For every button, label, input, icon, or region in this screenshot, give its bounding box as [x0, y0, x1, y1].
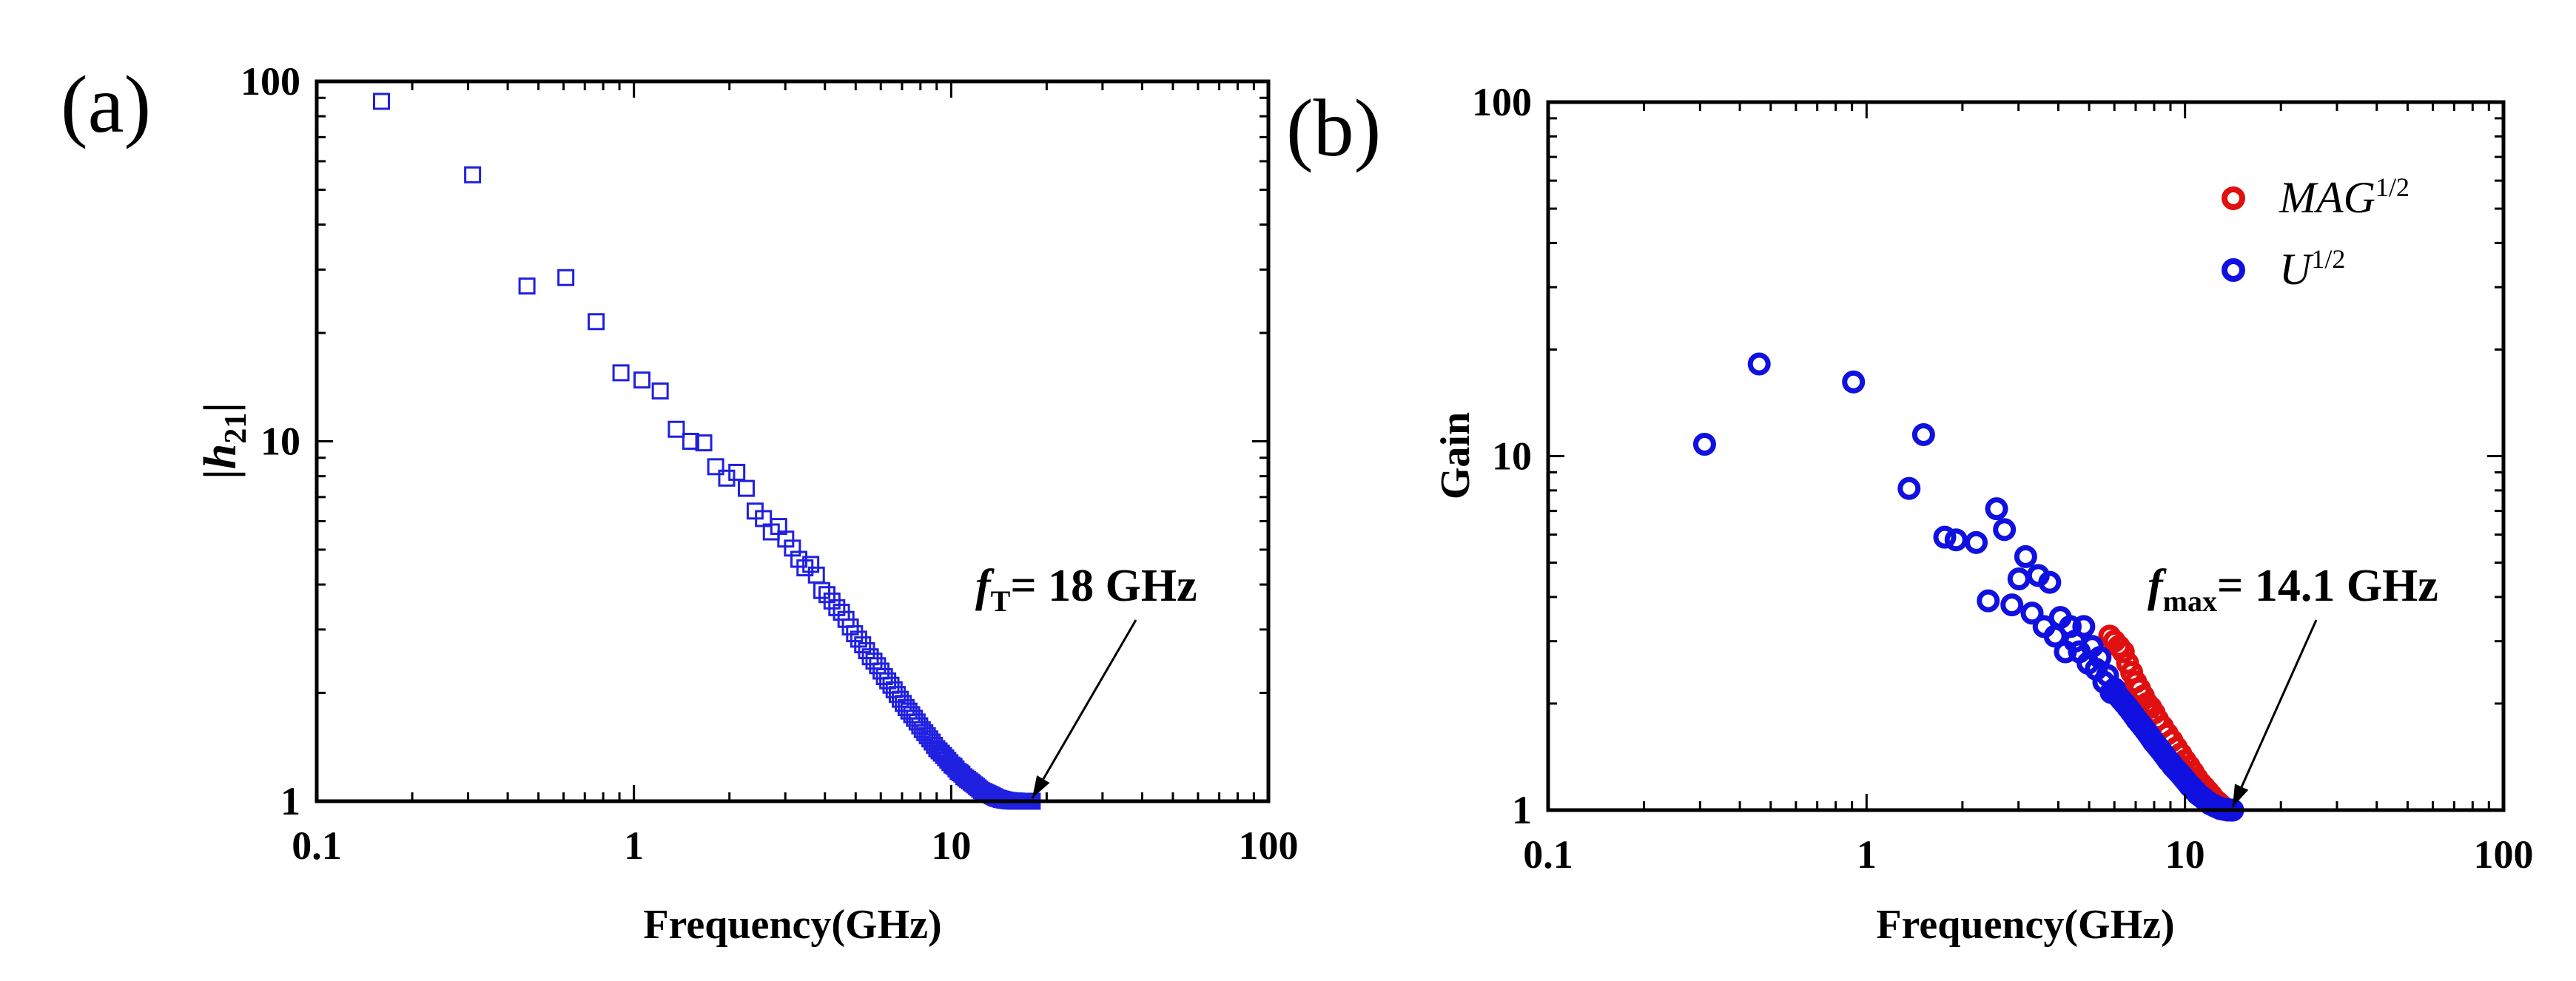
data-point: [2038, 570, 2062, 594]
data-point: [1747, 352, 1771, 376]
panel-b-annotation-arrow: [2231, 619, 2318, 808]
panel-b-annotation-arrowhead: [2232, 783, 2249, 807]
panel-a-ticks: [315, 81, 1268, 803]
data-point: [885, 681, 903, 698]
panel-a-y-title-bar-right: |: [195, 402, 246, 413]
x-tick-label: 0.1: [1523, 832, 1573, 877]
legend-mag-text: MAG: [2279, 173, 2375, 222]
data-point: [1993, 518, 2017, 542]
data-point: [1897, 476, 1921, 500]
x-tick-label: 1: [1857, 832, 1877, 877]
panel-a-y-title-bar-left: |: [195, 469, 246, 479]
x-tick-label: 10: [2165, 832, 2205, 877]
y-tick-label: 100: [241, 59, 300, 104]
data-point: [612, 364, 630, 382]
legend-u-text: U: [2279, 245, 2314, 294]
panel-a-y-title-sub: 21: [219, 413, 253, 444]
data-point: [372, 92, 390, 110]
panel-b-legend: MAG1/2 U1/2: [2222, 172, 2409, 294]
panel-b-plot-frame: [1546, 100, 2506, 812]
data-point: [882, 676, 900, 694]
data-point: [682, 433, 699, 450]
data-point: [464, 166, 482, 183]
data-point: [695, 434, 713, 452]
data-point: [1842, 370, 1866, 394]
data-point: [728, 463, 746, 481]
x-tick-label: 1: [624, 823, 644, 868]
data-point: [2072, 615, 2096, 638]
x-tick-label: 100: [2474, 832, 2534, 877]
data-point: [1944, 528, 1968, 552]
data-point: [2007, 567, 2031, 590]
panel-a-ft-value: = 18 GHz: [1010, 561, 1197, 611]
data-point: [1985, 497, 2008, 521]
panel-b-fmax-sub: max: [2163, 584, 2217, 618]
data-point: [737, 479, 755, 497]
x-tick-label: 100: [1239, 823, 1299, 868]
y-tick-label: 10: [260, 419, 300, 464]
panel-a-annotation: fT= 18 GHz: [975, 561, 1197, 799]
panel-a-annotation-arrow: [1031, 619, 1137, 799]
data-point: [1977, 589, 2000, 613]
panel-a-marks: [372, 92, 1041, 810]
data-point: [1965, 530, 1988, 554]
data-point: [1911, 422, 1935, 446]
panel-a-y-title-h: h: [195, 444, 246, 469]
panel-b-y-axis-title: Gain: [1433, 412, 1479, 499]
data-point: [518, 277, 536, 295]
x-tick-label: 0.1: [292, 823, 342, 868]
y-tick-label: 10: [1492, 434, 1532, 479]
data-point: [1933, 525, 1957, 549]
panel-b-label: (b): [1286, 83, 1381, 173]
panel-b-fmax-label: fmax= 14.1 GHz: [2148, 561, 2438, 618]
data-point: [1692, 433, 1716, 456]
y-tick-label: 1: [280, 779, 300, 823]
data-point: [790, 550, 807, 568]
panel-a-y-axis-title: |h21|: [195, 402, 253, 479]
data-point: [828, 599, 846, 616]
panel-b-marks: [1692, 352, 2244, 822]
panel-b-annotation: fmax= 14.1 GHz: [2148, 561, 2438, 808]
data-point: [2111, 640, 2135, 664]
legend-marker-u: [2222, 258, 2245, 282]
legend-label-u: U1/2: [2279, 244, 2345, 294]
data-point: [651, 382, 669, 400]
data-point: [707, 458, 724, 476]
panel-a-annotation-arrowhead: [1032, 775, 1050, 798]
data-point: [557, 269, 575, 286]
data-point: [2000, 593, 2024, 617]
panel-a-plot-frame: [315, 79, 1271, 803]
data-point: [667, 420, 685, 438]
y-tick-label: 100: [1472, 80, 1532, 124]
panel-a-ft-sub: T: [991, 584, 1011, 618]
legend-mag-sup: 1/2: [2375, 172, 2409, 202]
panel-a-ft-label: fT= 18 GHz: [975, 561, 1197, 618]
data-point: [888, 686, 906, 704]
data-point: [588, 313, 605, 331]
legend-marker-mag: [2222, 186, 2245, 210]
data-point: [2014, 545, 2037, 568]
legend-u-sup: 1/2: [2311, 244, 2345, 274]
data-point: [633, 371, 651, 389]
data-point: [813, 581, 831, 599]
y-tick-label: 1: [1512, 788, 1532, 832]
data-point: [802, 556, 820, 573]
data-point: [2088, 646, 2112, 670]
panel-b-fmax-value: = 14.1 GHz: [2217, 561, 2438, 611]
data-point: [2020, 601, 2044, 625]
panel-a-x-axis-title: Frequency(GHz): [643, 902, 941, 948]
x-tick-label: 10: [931, 823, 971, 868]
legend-label-mag: MAG1/2: [2279, 172, 2409, 222]
panel-a-label: (a): [61, 59, 151, 149]
panel-b-x-axis-title: Frequency(GHz): [1876, 902, 2174, 948]
data-point: [718, 469, 736, 487]
